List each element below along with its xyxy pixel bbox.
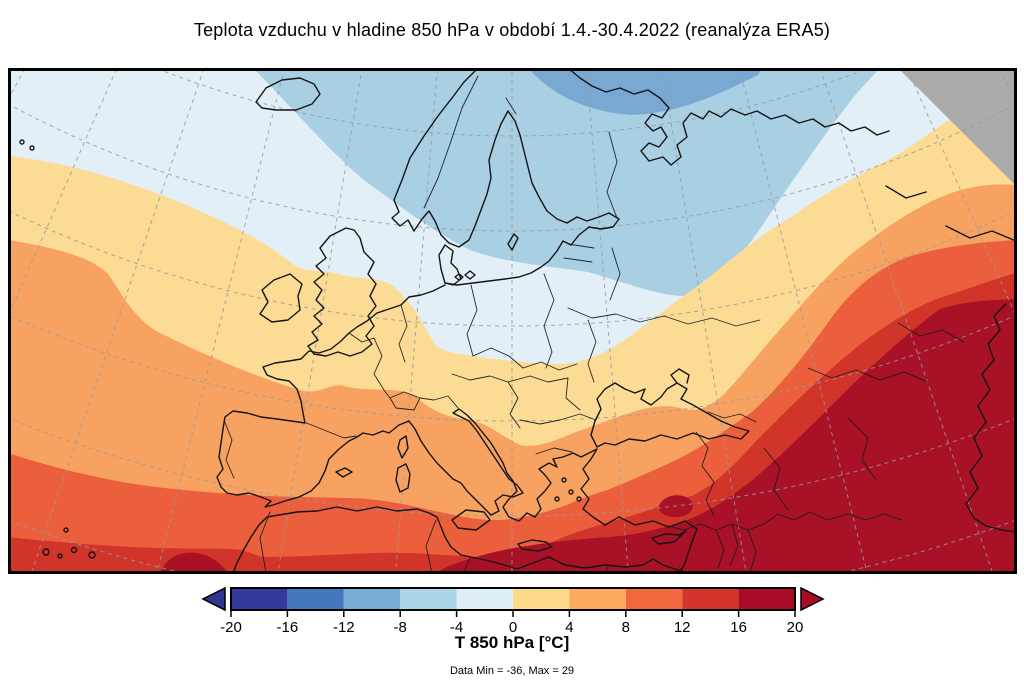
tick-label: 0	[509, 619, 517, 636]
tick-label: 12	[674, 619, 691, 636]
no-data-region	[898, 68, 1016, 186]
tick-label: -20	[220, 619, 242, 636]
colorbar-segment	[569, 588, 626, 610]
tick-label: 4	[565, 619, 573, 636]
colorbar-segment	[343, 588, 401, 610]
temperature-band-minus8-minus4	[253, 68, 880, 296]
colorbar-segment	[287, 588, 344, 610]
map-canvas	[8, 68, 1017, 574]
tick-label: -8	[394, 619, 407, 636]
data-min-max-note: Data Min = -36, Max = 29	[449, 665, 575, 677]
colorbar-segment	[738, 588, 795, 610]
tick-label: 16	[730, 619, 747, 636]
temperature-band-16-20	[434, 299, 1016, 573]
colorbar-ticks	[230, 610, 796, 617]
colorbar-tick-labels: -20 -16 -12 -8 -4 0 4 8 12 16 20	[220, 619, 803, 636]
colorbar-segment	[456, 588, 513, 610]
tick-label: -16	[277, 619, 299, 636]
tick-label: -12	[333, 619, 355, 636]
colorbar-title: T 850 hPa [°C]	[454, 633, 570, 652]
tick-label: -4	[450, 619, 463, 636]
graticule	[8, 68, 1017, 574]
colorbar-canvas: -20 -16 -12 -8 -4 0 4 8 12 16 20	[201, 586, 825, 636]
coastlines	[19, 68, 1017, 574]
tick-label: 8	[622, 619, 630, 636]
colorbar: -20 -16 -12 -8 -4 0 4 8 12 16 20	[195, 584, 835, 640]
map-panel	[8, 68, 1017, 574]
colorbar-segments	[231, 588, 795, 610]
colorbar-segment	[231, 588, 288, 610]
hot-spot-atlas	[160, 552, 228, 573]
tick-label: 20	[787, 619, 804, 636]
colorbar-segment	[682, 588, 739, 610]
colorbar-overflow-arrow	[800, 586, 825, 612]
colorbar-segment	[625, 588, 683, 610]
country-borders	[223, 75, 965, 574]
colorbar-segment	[400, 588, 457, 610]
map-frame	[8, 68, 1017, 574]
colorbar-underflow-arrow	[201, 586, 226, 612]
page-title: Teplota vzduchu v hladine 850 hPa v obdo…	[193, 20, 831, 40]
colorbar-segment	[513, 588, 570, 610]
